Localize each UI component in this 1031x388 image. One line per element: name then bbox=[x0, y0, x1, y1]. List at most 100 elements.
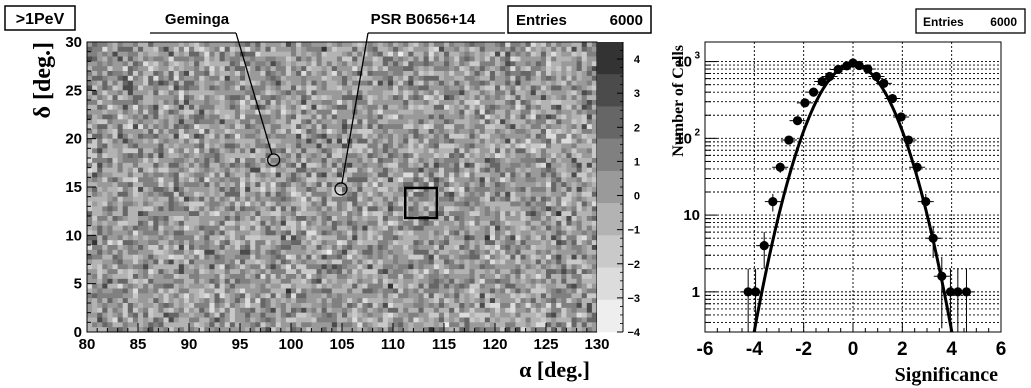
heatmap-cell bbox=[454, 274, 460, 280]
heatmap-cell bbox=[484, 61, 491, 67]
heatmap-cell bbox=[372, 158, 379, 164]
heatmap-cell bbox=[158, 196, 164, 202]
heatmap-cell bbox=[382, 75, 389, 82]
heatmap-cell bbox=[336, 254, 343, 260]
heatmap-cell bbox=[352, 100, 358, 106]
heatmap-cell bbox=[479, 75, 486, 82]
heatmap-cell bbox=[102, 249, 108, 256]
heatmap-cell bbox=[418, 225, 424, 231]
heatmap-cell bbox=[377, 177, 384, 183]
heatmap-cell bbox=[87, 240, 93, 246]
heatmap-cell bbox=[102, 119, 108, 125]
heatmap-cell bbox=[296, 211, 302, 217]
heatmap-cell bbox=[546, 85, 552, 91]
heatmap-cell bbox=[586, 85, 593, 91]
heatmap-cell bbox=[591, 201, 597, 207]
heatmap-cell bbox=[87, 249, 93, 256]
heatmap-cell bbox=[591, 269, 597, 275]
heatmap-cell bbox=[530, 191, 537, 198]
heatmap-cell bbox=[240, 264, 246, 270]
heatmap-cell bbox=[214, 104, 220, 111]
heatmap-cell bbox=[102, 133, 108, 140]
heatmap-cell bbox=[586, 133, 593, 140]
heatmap-cell bbox=[418, 211, 424, 217]
heatmap-cell bbox=[336, 46, 343, 53]
heatmap-cell bbox=[321, 216, 328, 222]
heatmap-cell bbox=[204, 240, 210, 246]
heatmap-cell bbox=[224, 191, 231, 198]
heatmap-cell bbox=[566, 95, 572, 101]
heatmap-cell bbox=[449, 162, 455, 169]
heatmap-cell bbox=[117, 235, 124, 241]
heatmap-cell bbox=[311, 71, 317, 77]
heatmap-cell bbox=[535, 46, 542, 53]
heatmap-cell bbox=[464, 56, 470, 62]
heatmap-cell bbox=[301, 138, 307, 144]
heatmap-cell bbox=[153, 153, 159, 159]
heatmap-cell bbox=[138, 264, 144, 270]
heatmap-cell bbox=[280, 182, 287, 188]
heatmap-cell bbox=[342, 85, 348, 91]
heatmap-cell bbox=[418, 274, 424, 280]
heatmap-cell bbox=[418, 85, 424, 91]
heatmap-cell bbox=[87, 46, 93, 53]
heatmap-cell bbox=[148, 182, 154, 188]
heatmap-cell bbox=[474, 245, 481, 251]
heatmap-cell bbox=[546, 274, 552, 280]
heatmap-cell bbox=[449, 71, 455, 77]
heatmap-cell bbox=[112, 201, 118, 207]
heatmap-cell bbox=[204, 42, 210, 48]
heatmap-cell bbox=[245, 133, 251, 140]
heatmap-cell bbox=[199, 274, 205, 280]
heatmap-cell bbox=[102, 254, 108, 260]
heatmap-cell bbox=[178, 66, 185, 72]
heatmap-cell bbox=[265, 235, 271, 241]
heatmap-cell bbox=[97, 56, 103, 62]
heatmap-cell bbox=[418, 124, 424, 130]
heatmap-cell bbox=[342, 75, 348, 82]
heatmap-cell bbox=[163, 124, 169, 130]
heatmap-cell bbox=[546, 80, 552, 86]
heatmap-cell bbox=[479, 124, 486, 130]
heatmap-cell bbox=[199, 187, 205, 193]
heatmap-cell bbox=[408, 85, 414, 91]
heatmap-cell bbox=[561, 177, 567, 183]
heatmap-cell bbox=[418, 42, 424, 48]
heatmap-cell bbox=[153, 114, 159, 120]
heatmap-cell bbox=[525, 201, 532, 207]
heatmap-cell bbox=[398, 240, 404, 246]
heatmap-cell bbox=[204, 71, 210, 77]
heatmap-cell bbox=[112, 129, 118, 135]
heatmap-cell bbox=[408, 143, 414, 149]
heatmap-cell bbox=[535, 133, 542, 140]
heatmap-cell bbox=[97, 187, 103, 193]
heatmap-cell bbox=[214, 269, 220, 275]
heatmap-cell bbox=[143, 235, 149, 241]
heatmap-cell bbox=[132, 196, 139, 202]
heatmap-cell bbox=[148, 75, 154, 82]
heatmap-cell bbox=[291, 95, 297, 101]
heatmap-cell bbox=[546, 66, 552, 72]
heatmap-cell bbox=[285, 95, 292, 101]
heatmap-cell bbox=[377, 240, 384, 246]
heatmap-cell bbox=[581, 201, 588, 207]
heatmap-cell bbox=[469, 158, 475, 164]
heatmap-cell bbox=[224, 225, 231, 231]
heatmap-cell bbox=[505, 230, 511, 236]
heatmap-cell bbox=[571, 191, 577, 198]
heatmap-cell bbox=[449, 201, 455, 207]
heatmap-cell bbox=[438, 220, 445, 227]
heatmap-cell bbox=[352, 254, 358, 260]
heatmap-cell bbox=[199, 158, 205, 164]
heatmap-cell bbox=[336, 109, 343, 115]
heatmap-cell bbox=[454, 148, 460, 154]
heatmap-cell bbox=[520, 162, 526, 169]
heatmap-cell bbox=[576, 206, 583, 212]
heatmap-cell bbox=[495, 245, 501, 251]
heatmap-cell bbox=[408, 46, 414, 53]
heatmap-cell bbox=[591, 153, 597, 159]
heatmap-cell bbox=[566, 225, 572, 231]
heatmap-cell bbox=[510, 124, 516, 130]
heatmap-cell bbox=[234, 235, 241, 241]
heatmap-cell bbox=[377, 138, 384, 144]
